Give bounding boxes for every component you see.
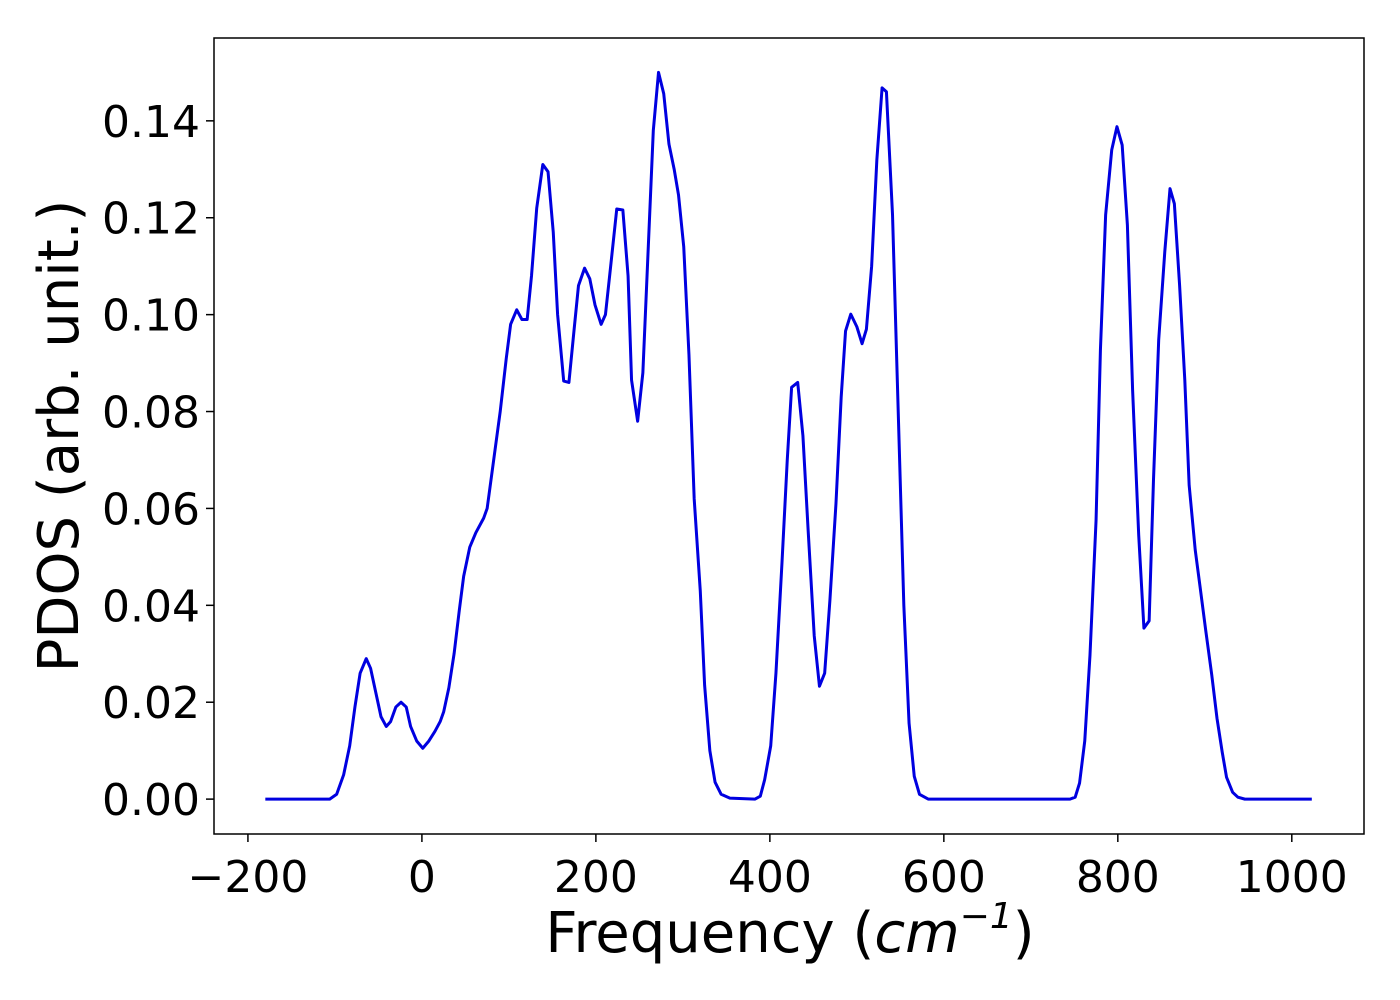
x-label-text: Frequency (: [545, 901, 874, 966]
y-tick-label: 0.02: [102, 678, 200, 729]
y-tick-label: 0.10: [102, 291, 200, 342]
x-tick-label: 0: [408, 852, 436, 903]
y-tick-label: 0.00: [102, 775, 200, 826]
y-tick-label: 0.12: [102, 194, 200, 245]
x-label-math: cm: [874, 901, 959, 966]
x-tick-label: 1000: [1236, 852, 1348, 903]
x-tick-label: 200: [554, 852, 638, 903]
x-tick-label: 800: [1076, 852, 1160, 903]
x-label-superscript: −1: [960, 896, 1013, 937]
y-axis-label: PDOS (arb. unit.): [27, 200, 92, 673]
y-tick-label: 0.04: [102, 581, 200, 632]
x-label-text: ): [1013, 901, 1035, 966]
x-tick-label: −200: [187, 852, 308, 903]
x-tick-label: 600: [902, 852, 986, 903]
y-tick-label: 0.08: [102, 388, 200, 439]
x-tick-label: 400: [728, 852, 812, 903]
y-tick-label: 0.14: [102, 97, 200, 148]
data-line: [265, 70, 1312, 801]
y-tick-label: 0.06: [102, 484, 200, 535]
plot-frame: [213, 37, 1365, 835]
x-axis-label: Frequency (cm−1): [545, 896, 1034, 966]
